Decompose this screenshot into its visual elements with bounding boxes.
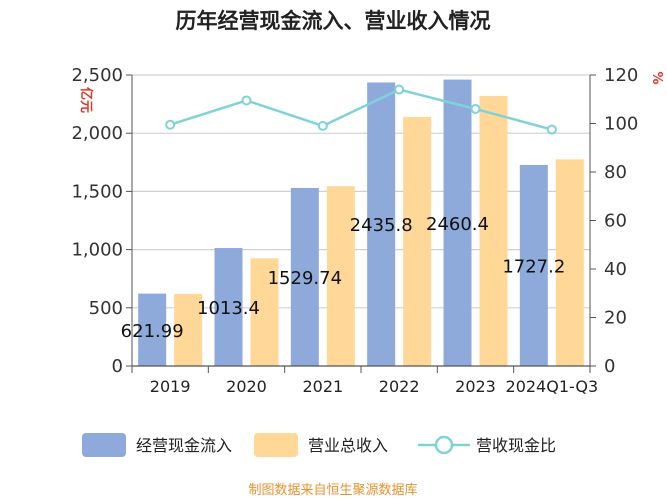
ratio-point <box>241 95 252 106</box>
legend-marker <box>434 435 454 455</box>
x-axis-tick: 2021 <box>302 377 343 396</box>
ratio-point <box>165 119 176 130</box>
ratio-point <box>394 84 405 95</box>
legend-swatch <box>82 433 126 457</box>
data-label: 621.99 <box>121 321 184 342</box>
bar-cash-inflow <box>367 82 396 367</box>
ratio-point <box>546 124 557 135</box>
x-axis-tick: 2020 <box>226 377 267 396</box>
data-label: 1013.4 <box>197 298 260 319</box>
right-axis-tick: 100 <box>604 114 638 135</box>
left-axis-tick: 1,500 <box>71 181 123 202</box>
bar-revenue <box>555 159 584 366</box>
ratio-line <box>169 88 553 131</box>
right-axis-tick: 0 <box>604 356 615 377</box>
data-label: 2460.4 <box>426 214 489 235</box>
ratio-point <box>317 120 328 131</box>
right-axis-tick: 60 <box>604 211 627 232</box>
right-axis-tick: 20 <box>604 308 627 329</box>
legend-label: 经营现金流入 <box>136 436 232 455</box>
line-layer <box>165 84 557 135</box>
x-axis-tick: 2019 <box>150 377 191 396</box>
bar-layer <box>138 79 584 367</box>
left-axis-tick: 2,000 <box>71 123 123 144</box>
x-axis-tick: 2023 <box>455 377 496 396</box>
bar-revenue <box>479 95 508 367</box>
data-label: 1529.74 <box>268 268 342 289</box>
legend-label: 营业总收入 <box>308 436 388 455</box>
left-axis-tick: 0 <box>112 356 123 377</box>
left-axis-unit: 亿元 <box>78 87 94 113</box>
right-axis-tick: 120 <box>604 65 638 86</box>
bar-revenue <box>326 186 355 366</box>
axes: 0 500 1,000 1,500 2,000 2,500 0 20 40 60 80 100 120 2… <box>71 65 638 396</box>
bar-cash-inflow <box>138 293 167 366</box>
source-footer: 制图数据来自恒生聚源数据库 <box>248 482 417 498</box>
gridlines <box>132 74 590 309</box>
legend-label: 营收现金比 <box>476 436 556 455</box>
bar-revenue <box>250 258 279 366</box>
right-axis-unit: % <box>649 71 664 84</box>
bar-revenue <box>174 293 203 366</box>
left-axis-tick: 500 <box>89 298 123 319</box>
right-axis-tick: 40 <box>604 259 627 280</box>
bar-revenue <box>403 116 432 367</box>
left-axis-tick: 2,500 <box>71 65 123 86</box>
bar-cash-inflow <box>214 248 243 366</box>
bar-cash-inflow <box>519 164 548 366</box>
chart-title: 历年经营现金流入、营业收入情况 <box>176 9 491 33</box>
bar-cash-inflow <box>290 187 319 366</box>
ratio-point <box>470 103 481 114</box>
data-label: 2435.8 <box>350 215 413 236</box>
legend: 经营现金流入 营业总收入 营收现金比 <box>82 433 556 457</box>
data-label: 1727.2 <box>502 256 565 277</box>
bar-cash-inflow <box>443 79 472 367</box>
data-label-layer: 621.99 1013.4 1529.74 2435.8 2460.4 1727.2 <box>121 214 566 342</box>
right-axis-tick: 80 <box>604 162 627 183</box>
x-axis-tick: 2024Q1-Q3 <box>506 377 599 396</box>
left-axis-tick: 1,000 <box>71 240 123 261</box>
legend-swatch <box>254 433 298 457</box>
x-axis-tick: 2022 <box>379 377 420 396</box>
